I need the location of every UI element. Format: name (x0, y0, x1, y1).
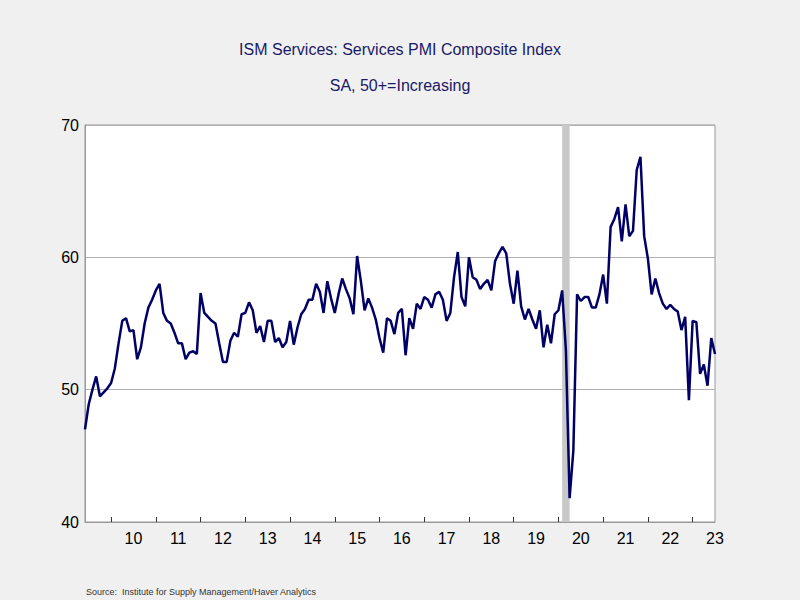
svg-text:Source: Institute for Supply: Source: Institute for Supply Management/… (86, 587, 317, 597)
svg-text:14: 14 (303, 530, 321, 547)
svg-text:10: 10 (125, 530, 143, 547)
svg-text:50: 50 (61, 381, 79, 398)
svg-text:13: 13 (259, 530, 277, 547)
svg-text:60: 60 (61, 249, 79, 266)
svg-text:22: 22 (661, 530, 679, 547)
svg-text:15: 15 (348, 530, 366, 547)
svg-text:16: 16 (393, 530, 411, 547)
svg-text:23: 23 (706, 530, 724, 547)
svg-text:12: 12 (214, 530, 232, 547)
svg-text:17: 17 (438, 530, 456, 547)
svg-text:20: 20 (572, 530, 590, 547)
svg-text:70: 70 (61, 117, 79, 134)
svg-text:ISM Services: Services PMI Com: ISM Services: Services PMI Composite Ind… (239, 41, 561, 58)
svg-text:SA, 50+=Increasing: SA, 50+=Increasing (330, 77, 471, 94)
svg-text:40: 40 (61, 514, 79, 531)
svg-text:11: 11 (170, 530, 187, 547)
svg-text:19: 19 (527, 530, 545, 547)
svg-text:18: 18 (482, 530, 500, 547)
svg-text:21: 21 (617, 530, 635, 547)
